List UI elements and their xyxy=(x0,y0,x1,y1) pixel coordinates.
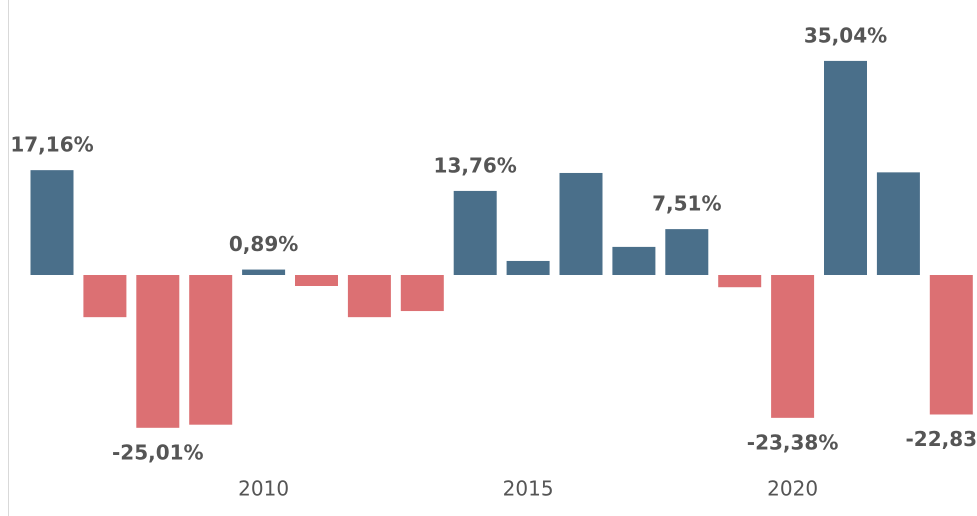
x-tick-label: 2020 xyxy=(767,477,818,501)
bar xyxy=(189,275,233,425)
data-label: 13,76% xyxy=(434,153,517,177)
bar xyxy=(612,246,656,275)
data-label: -25,01% xyxy=(112,440,204,464)
bar xyxy=(400,275,444,312)
bar xyxy=(876,172,920,275)
x-tick-label: 2015 xyxy=(503,477,554,501)
bar xyxy=(242,269,286,275)
bar xyxy=(559,172,603,275)
data-label: 7,51% xyxy=(652,192,721,216)
bar xyxy=(824,60,867,275)
bar xyxy=(30,170,74,275)
data-label: 0,89% xyxy=(229,232,298,256)
bar xyxy=(347,275,391,318)
bar xyxy=(295,275,338,286)
data-label: -23,38% xyxy=(747,430,839,454)
bar xyxy=(929,275,973,415)
data-label: 35,04% xyxy=(804,23,887,47)
bar xyxy=(83,275,127,318)
data-label: -22,83% xyxy=(905,427,977,451)
bar xyxy=(718,275,762,288)
bar xyxy=(136,275,180,428)
data-label: 17,16% xyxy=(10,133,93,157)
bar xyxy=(771,275,815,418)
bar xyxy=(506,260,550,275)
bar xyxy=(453,190,497,275)
x-tick-label: 2010 xyxy=(238,477,289,501)
bar xyxy=(665,229,709,275)
